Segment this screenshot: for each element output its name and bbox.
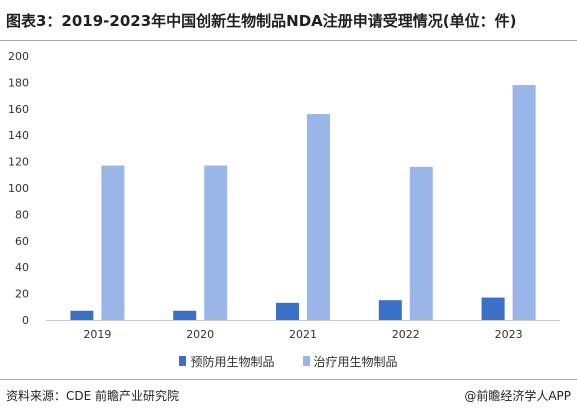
bar-therapeutic	[409, 166, 433, 320]
bar-therapeutic	[307, 114, 330, 320]
y-tick-label: 0	[22, 314, 29, 327]
bar-therapeutic	[101, 165, 125, 320]
bar-therapeutic	[512, 85, 536, 320]
legend-swatch-therapeutic	[302, 356, 310, 366]
bar-preventive	[70, 310, 94, 320]
y-tick-label: 120	[8, 156, 29, 169]
y-tick-label: 40	[15, 261, 29, 274]
x-tick-label: 2021	[289, 328, 317, 341]
bars	[70, 85, 536, 320]
y-tick-label: 60	[15, 235, 29, 248]
y-tick-label: 200	[8, 50, 29, 63]
legend-item-therapeutic: 治疗用生物制品	[302, 353, 398, 370]
bar-preventive	[378, 300, 402, 320]
y-axis: 0 20 40 60 80 100 120 140 160 180 200	[8, 50, 29, 327]
figure-title: 图表3：2019-2023年中国创新生物制品NDA注册申请受理情况(单位：件)	[6, 12, 517, 30]
legend-label-therapeutic: 治疗用生物制品	[313, 354, 398, 369]
legend-label-preventive: 预防用生物制品	[190, 354, 275, 369]
x-axis: 2019 2020 2021 2022 2023	[46, 320, 560, 341]
y-tick-label: 140	[8, 129, 29, 142]
bar-chart: 0 20 40 60 80 100 120 140 160 180 200 2019 2020 2021…	[8, 50, 560, 341]
y-tick-label: 100	[8, 182, 29, 195]
source-note: 资料来源：CDE 前瞻产业研究院	[6, 389, 180, 403]
legend: 预防用生物制品 治疗用生物制品	[0, 353, 577, 369]
x-tick-label: 2020	[186, 328, 214, 341]
credit-note: @前瞻经济学人APP	[464, 389, 571, 403]
bar-preventive	[173, 310, 197, 320]
x-tick-label: 2022	[392, 328, 420, 341]
legend-swatch-preventive	[179, 356, 187, 366]
x-tick-label: 2019	[83, 328, 111, 341]
bar-therapeutic	[204, 165, 228, 320]
y-tick-label: 160	[8, 103, 29, 116]
bar-preventive	[276, 302, 299, 320]
y-tick-label: 80	[15, 208, 29, 221]
x-tick-label: 2023	[495, 328, 523, 341]
bar-preventive	[481, 297, 505, 320]
legend-item-preventive: 预防用生物制品	[179, 353, 275, 370]
footer-divider	[0, 379, 577, 380]
title-divider	[0, 40, 577, 41]
y-tick-label: 180	[8, 76, 29, 89]
y-tick-label: 20	[15, 288, 29, 301]
